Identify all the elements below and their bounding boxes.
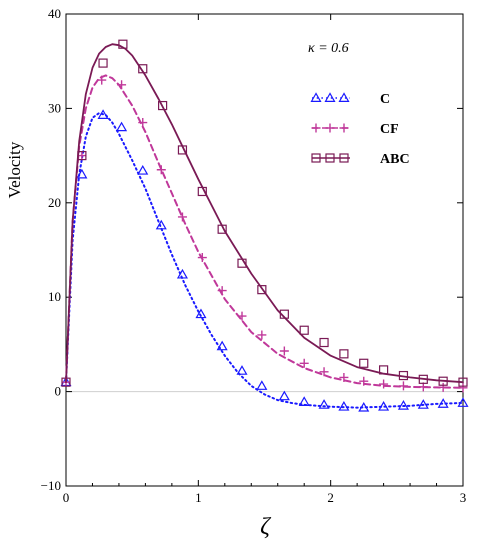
legend-marker-abc [311,153,321,163]
marker-abc [458,377,468,387]
x-tick-label: 3 [460,490,467,505]
legend-marker-c [310,92,322,102]
marker-abc [379,365,389,375]
marker-c [236,365,248,375]
legend-marker-cf [339,123,349,133]
y-tick-label: −10 [41,478,61,493]
marker-c [358,401,370,412]
x-tick-label: 0 [63,490,70,505]
marker-cf [156,165,166,175]
marker-c [378,400,390,411]
marker-c [417,399,429,409]
legend-marker-cf [311,123,321,133]
x-tick-label: 2 [327,490,334,505]
marker-c [318,399,330,409]
marker-abc [197,186,207,197]
marker-abc [237,258,247,268]
marker-c [97,109,109,119]
marker-c [437,398,449,408]
marker-c [216,340,228,351]
marker-abc [339,349,349,359]
legend-marker-c [324,92,336,102]
marker-abc [257,285,267,295]
y-tick-label: 0 [55,384,62,399]
y-tick-label: 30 [48,100,61,115]
marker-abc [438,376,448,386]
marker-abc [118,39,128,49]
marker-abc [217,224,227,234]
marker-cf [458,383,468,393]
kappa-annotation: κ = 0.6 [308,41,349,56]
marker-c [155,219,167,230]
legend-label-c: C [380,92,390,107]
marker-cf [97,75,107,85]
marker-abc [138,64,148,74]
marker-c [256,380,268,390]
plot-frame [65,13,464,487]
marker-abc [158,100,168,111]
marker-abc [418,374,428,384]
marker-cf [339,372,349,382]
x-tick-label: 1 [195,490,202,505]
marker-abc [359,358,369,368]
series-abc [61,39,468,387]
marker-cf [117,80,127,90]
y-axis-label: Velocity [5,141,24,198]
marker-c [116,121,128,132]
marker-cf [138,118,148,128]
marker-abc [279,309,289,319]
legend-marker-abc [339,153,349,163]
marker-cf [299,358,309,368]
marker-cf [438,382,448,392]
marker-c [176,268,188,279]
marker-c [298,396,310,406]
marker-abc [319,337,329,348]
marker-abc [177,145,188,155]
marker-cf [257,330,267,340]
marker-cf [177,212,187,222]
legend-label-abc: ABC [380,152,410,167]
series-line-abc [65,43,464,384]
legend-marker-abc [325,153,335,163]
marker-cf [197,253,207,263]
marker-cf [319,367,329,377]
legend-marker-c [338,92,350,102]
marker-cf [279,346,289,356]
marker-c [76,168,88,179]
marker-abc [398,370,409,381]
marker-abc [299,325,309,335]
y-tick-label: 20 [48,195,61,210]
marker-c [195,308,207,319]
marker-c [338,400,350,411]
marker-c [278,390,290,401]
marker-cf [398,381,408,391]
series-layer [60,39,469,412]
marker-cf [379,379,389,389]
legend-label-cf: CF [380,122,399,137]
marker-c [397,400,409,410]
x-axis-label: ζ [260,514,272,540]
legend: κ = 0.6 C CF ABC [308,41,410,167]
series-line-c [65,112,464,409]
y-tick-label: 10 [48,289,61,304]
series-line-cf [65,74,464,389]
series-cf [61,74,468,393]
marker-cf [359,376,369,386]
series-c [60,109,469,412]
marker-abc [98,58,108,68]
marker-cf [237,311,247,321]
y-tick-label: 40 [48,6,61,21]
marker-abc [61,377,71,387]
marker-c [457,397,469,407]
marker-abc [77,151,87,161]
marker-cf [217,286,227,296]
legend-marker-cf [325,123,335,133]
marker-c [137,164,149,175]
